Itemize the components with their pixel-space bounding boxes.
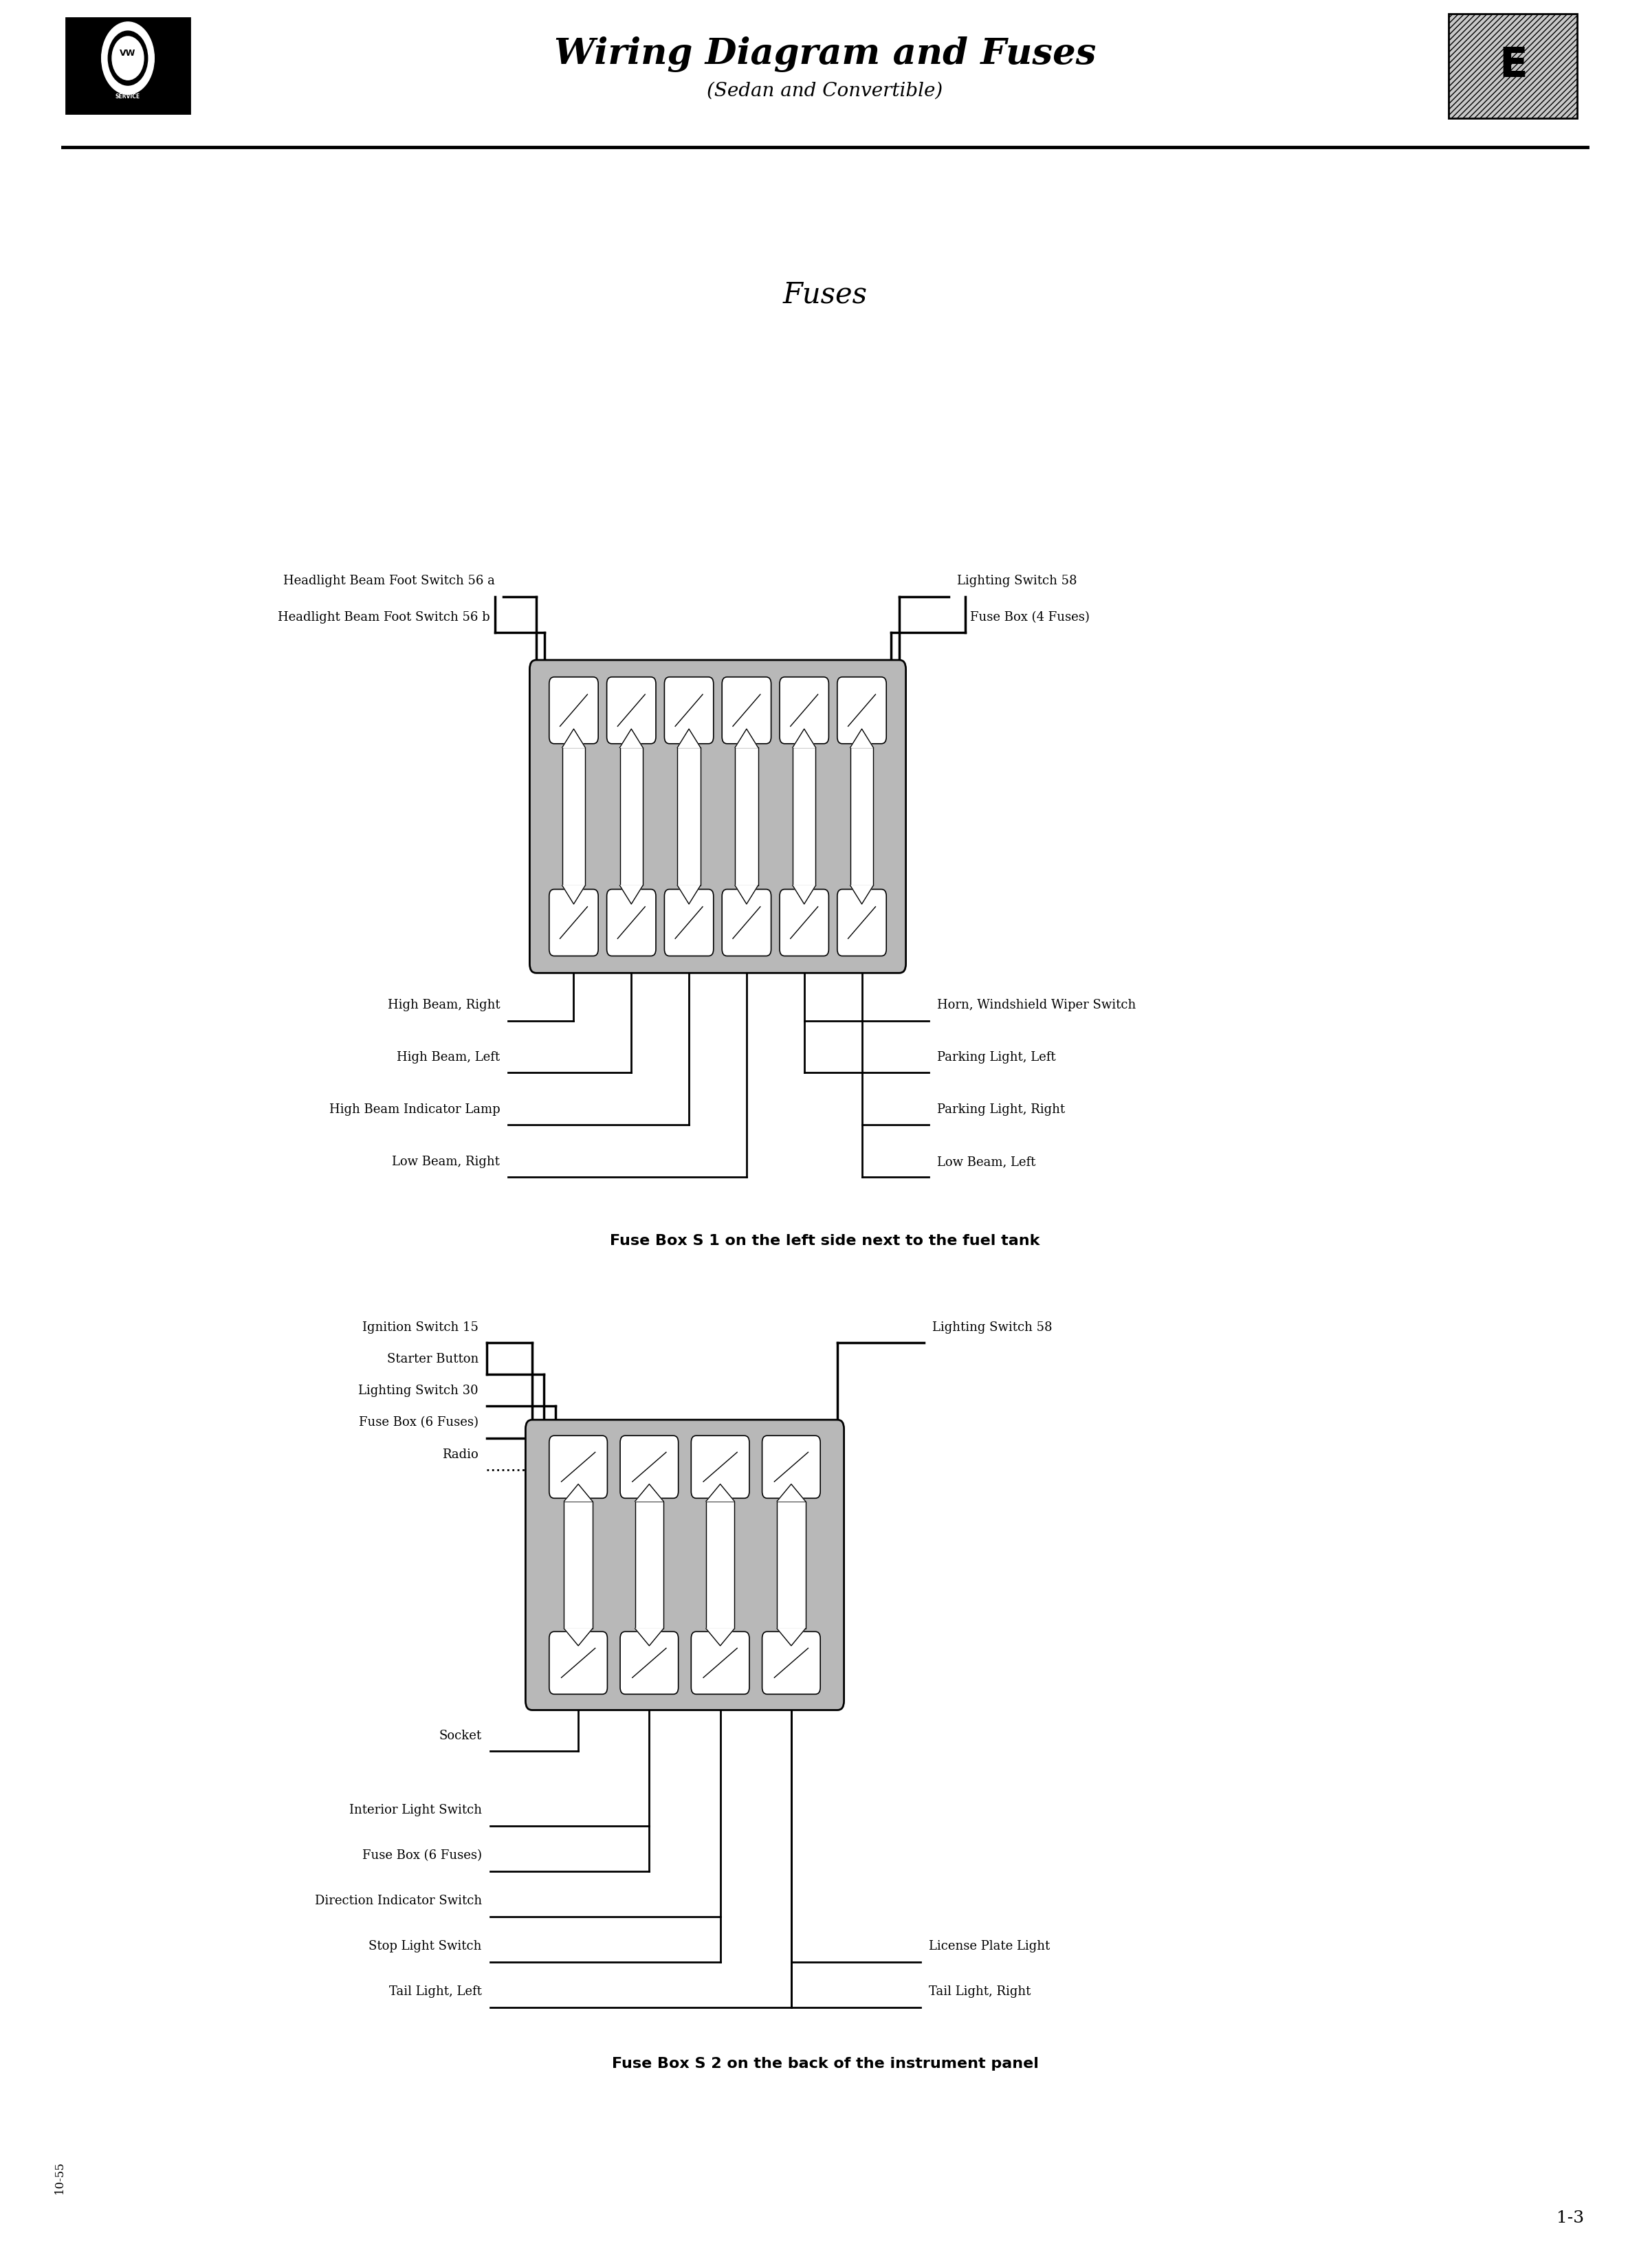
Text: Stop Light Switch: Stop Light Switch — [370, 1941, 482, 1953]
Text: Low Beam, Right: Low Beam, Right — [393, 1157, 500, 1168]
Polygon shape — [850, 728, 873, 748]
Polygon shape — [564, 1483, 592, 1501]
Circle shape — [102, 23, 153, 95]
Bar — [564, 1501, 592, 1628]
Polygon shape — [635, 1483, 663, 1501]
Text: Socket: Socket — [439, 1730, 482, 1742]
Text: Fuse Box (6 Fuses): Fuse Box (6 Fuses) — [363, 1851, 482, 1862]
Text: Radio: Radio — [442, 1449, 478, 1461]
FancyBboxPatch shape — [549, 1436, 607, 1499]
FancyBboxPatch shape — [549, 678, 599, 744]
Text: High Beam, Left: High Beam, Left — [396, 1052, 500, 1064]
Text: Starter Button: Starter Button — [386, 1354, 478, 1365]
FancyBboxPatch shape — [762, 1631, 820, 1694]
Text: Parking Light, Right: Parking Light, Right — [937, 1105, 1066, 1116]
Bar — [563, 748, 586, 885]
Polygon shape — [734, 885, 757, 905]
FancyBboxPatch shape — [607, 889, 655, 957]
FancyBboxPatch shape — [723, 889, 771, 957]
Polygon shape — [620, 885, 644, 905]
Polygon shape — [635, 1628, 663, 1647]
Circle shape — [112, 36, 144, 79]
Text: High Beam, Right: High Beam, Right — [388, 1000, 500, 1012]
FancyBboxPatch shape — [837, 889, 886, 957]
Text: 1-3: 1-3 — [1556, 2211, 1584, 2225]
Bar — [66, 18, 190, 113]
Bar — [777, 1501, 805, 1628]
Circle shape — [109, 32, 147, 86]
Text: Ignition Switch 15: Ignition Switch 15 — [363, 1322, 478, 1334]
Bar — [706, 1501, 734, 1628]
Text: E: E — [1498, 45, 1528, 86]
Text: Parking Light, Left: Parking Light, Left — [937, 1052, 1056, 1064]
Text: Lighting Switch 58: Lighting Switch 58 — [932, 1322, 1053, 1334]
Text: Fuse Box S 1 on the left side next to the fuel tank: Fuse Box S 1 on the left side next to th… — [610, 1234, 1040, 1247]
Polygon shape — [706, 1483, 734, 1501]
FancyBboxPatch shape — [723, 678, 771, 744]
Bar — [1449, 14, 1577, 118]
Text: Horn, Windshield Wiper Switch: Horn, Windshield Wiper Switch — [937, 1000, 1137, 1012]
Bar — [792, 748, 815, 885]
Text: High Beam Indicator Lamp: High Beam Indicator Lamp — [328, 1105, 500, 1116]
FancyBboxPatch shape — [762, 1436, 820, 1499]
FancyBboxPatch shape — [665, 678, 713, 744]
Text: Wiring Diagram and Fuses: Wiring Diagram and Fuses — [554, 36, 1096, 73]
FancyBboxPatch shape — [530, 660, 906, 973]
Polygon shape — [734, 728, 757, 748]
FancyBboxPatch shape — [607, 678, 655, 744]
FancyBboxPatch shape — [525, 1420, 845, 1710]
FancyBboxPatch shape — [620, 1631, 678, 1694]
Text: Lighting Switch 58: Lighting Switch 58 — [957, 576, 1077, 587]
Text: SERVICE: SERVICE — [116, 93, 140, 100]
Polygon shape — [792, 728, 815, 748]
FancyBboxPatch shape — [549, 889, 599, 957]
FancyBboxPatch shape — [780, 678, 828, 744]
Bar — [734, 748, 757, 885]
FancyBboxPatch shape — [665, 889, 713, 957]
FancyBboxPatch shape — [691, 1631, 749, 1694]
Text: 10-55: 10-55 — [53, 2161, 66, 2193]
Text: License Plate Light: License Plate Light — [929, 1941, 1049, 1953]
FancyBboxPatch shape — [837, 678, 886, 744]
Polygon shape — [850, 885, 873, 905]
FancyBboxPatch shape — [691, 1436, 749, 1499]
Polygon shape — [563, 885, 586, 905]
Text: Interior Light Switch: Interior Light Switch — [350, 1805, 482, 1817]
Polygon shape — [792, 885, 815, 905]
Polygon shape — [777, 1483, 805, 1501]
Text: Tail Light, Left: Tail Light, Left — [389, 1987, 482, 1998]
Bar — [678, 748, 701, 885]
Bar — [635, 1501, 663, 1628]
Bar — [620, 748, 644, 885]
Text: Fuse Box (6 Fuses): Fuse Box (6 Fuses) — [360, 1418, 478, 1429]
Text: Low Beam, Left: Low Beam, Left — [937, 1157, 1036, 1168]
FancyBboxPatch shape — [549, 1631, 607, 1694]
Text: Fuse Box (4 Fuses): Fuse Box (4 Fuses) — [970, 612, 1089, 624]
Text: Headlight Beam Foot Switch 56 a: Headlight Beam Foot Switch 56 a — [284, 576, 495, 587]
Polygon shape — [620, 728, 644, 748]
Polygon shape — [564, 1628, 592, 1647]
Text: VW: VW — [120, 50, 135, 59]
Text: Lighting Switch 30: Lighting Switch 30 — [358, 1386, 478, 1397]
Text: Headlight Beam Foot Switch 56 b: Headlight Beam Foot Switch 56 b — [277, 612, 490, 624]
Polygon shape — [678, 728, 701, 748]
Polygon shape — [777, 1628, 805, 1647]
FancyBboxPatch shape — [780, 889, 828, 957]
Polygon shape — [706, 1628, 734, 1647]
Text: (Sedan and Convertible): (Sedan and Convertible) — [706, 82, 944, 100]
Text: Direction Indicator Switch: Direction Indicator Switch — [315, 1896, 482, 1907]
Text: Fuse Box S 2 on the back of the instrument panel: Fuse Box S 2 on the back of the instrume… — [612, 2057, 1038, 2071]
FancyBboxPatch shape — [620, 1436, 678, 1499]
Bar — [850, 748, 873, 885]
Polygon shape — [563, 728, 586, 748]
Text: Fuses: Fuses — [782, 281, 868, 308]
Polygon shape — [678, 885, 701, 905]
Text: Tail Light, Right: Tail Light, Right — [929, 1987, 1031, 1998]
